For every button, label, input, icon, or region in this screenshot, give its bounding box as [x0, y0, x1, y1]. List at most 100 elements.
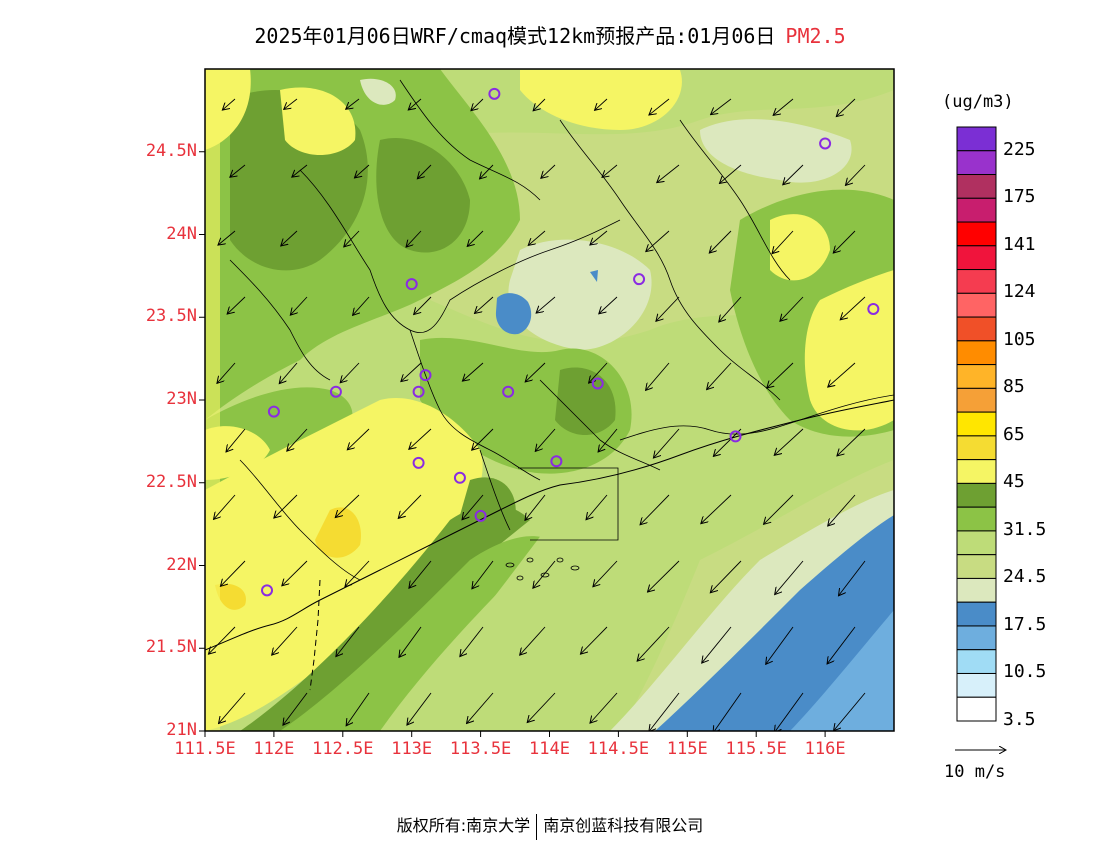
- wind-arrow: [783, 164, 804, 185]
- colorbar-segment: [956, 269, 997, 294]
- wind-arrow: [281, 230, 298, 246]
- wind-arrow: [773, 98, 794, 115]
- wind-arrow: [467, 230, 484, 246]
- wind-arrow: [586, 494, 608, 520]
- colorbar-segment: [956, 387, 997, 413]
- wind-arrow: [399, 626, 422, 657]
- colorbar-segment: [956, 245, 997, 271]
- colorbar-label: 85: [1003, 376, 1025, 398]
- wind-arrow: [467, 692, 494, 724]
- lon-label: 112.5E: [312, 739, 374, 759]
- wind-arrow: [528, 230, 546, 245]
- wind-arrow: [827, 626, 856, 664]
- wind-arrow: [208, 626, 236, 654]
- wind-arrow: [292, 164, 308, 177]
- colorbar-segment: [956, 672, 997, 698]
- station-marker: [550, 455, 563, 468]
- wind-arrow: [535, 428, 556, 451]
- wind-arrow: [417, 164, 432, 179]
- wind-arrow: [657, 164, 680, 183]
- wind-arrow: [589, 362, 608, 383]
- colorbar-segment: [956, 174, 997, 199]
- lat-label: 23.5N: [145, 306, 197, 327]
- axis-ticks: [199, 151, 826, 737]
- lat-label: 23N: [166, 389, 197, 409]
- station-marker: [412, 456, 425, 469]
- wind-arrow: [772, 230, 794, 254]
- colorbar-segment: [956, 221, 997, 247]
- station-marker: [267, 405, 280, 418]
- wind-arrow: [828, 494, 856, 526]
- colorbar-segment: [956, 530, 997, 556]
- wind-arrow: [525, 494, 546, 520]
- colorbar-segment: [956, 649, 997, 674]
- lon-label: 112E: [253, 739, 295, 759]
- copyright-footer: 版权所有:南京大学 南京创蓝科技有限公司: [0, 812, 1100, 840]
- wind-arrow: [347, 428, 370, 450]
- wind-arrow: [414, 296, 432, 315]
- footer-separator: [536, 813, 538, 840]
- colorbar-segment: [956, 601, 997, 627]
- station-marker: [261, 584, 274, 597]
- lon-label: 116E: [804, 739, 846, 759]
- wind-arrow: [409, 428, 432, 449]
- station-marker: [819, 137, 832, 150]
- pollutant-name: PM2.5: [785, 24, 846, 48]
- colorbar-segment: [956, 150, 997, 176]
- wind-arrow: [346, 98, 360, 109]
- wind-arrow: [226, 428, 246, 452]
- wind-arrow: [837, 428, 866, 456]
- wind-arrow: [222, 98, 236, 110]
- station-marker: [591, 377, 604, 390]
- colorbar-label: 124: [1003, 281, 1036, 303]
- wind-arrow: [462, 494, 484, 520]
- wind-arrow: [536, 296, 556, 313]
- wind-arrow: [533, 560, 556, 588]
- wind-arrow: [219, 692, 246, 724]
- colorbar-segment: [956, 554, 997, 579]
- wind-reference-label: 10 m/s: [944, 762, 1006, 782]
- colorbar-segment: [956, 197, 997, 223]
- concentration-field: [205, 69, 894, 731]
- wind-arrow: [595, 98, 608, 110]
- wind-arrow: [834, 692, 866, 731]
- colorbar-label: 24.5: [1003, 566, 1047, 588]
- colorbar-segment: [956, 411, 997, 437]
- wind-arrow: [398, 494, 422, 518]
- colorbar-label: 45: [1003, 471, 1025, 493]
- wind-arrow: [648, 560, 680, 592]
- wind-arrow: [335, 494, 360, 518]
- lon-label: 114E: [529, 739, 570, 759]
- wind-arrow: [838, 560, 866, 596]
- colorbar-segment: [956, 340, 997, 366]
- wind-arrow: [214, 494, 236, 519]
- wind-arrow: [472, 428, 494, 450]
- wind-arrow: [217, 362, 236, 383]
- wind-arrow: [287, 428, 308, 451]
- wind-arrow: [649, 98, 670, 115]
- wind-arrow: [702, 626, 732, 663]
- wind-arrow: [701, 494, 732, 524]
- colorbar: [956, 126, 997, 722]
- wind-arrow: [525, 362, 546, 382]
- station-marker: [488, 87, 501, 100]
- station-markers: [261, 87, 880, 597]
- lon-label: 115E: [666, 739, 708, 759]
- wind-arrow: [836, 98, 856, 117]
- station-marker: [633, 273, 646, 286]
- lat-label: 22.5N: [145, 471, 197, 492]
- wind-arrow: [602, 164, 618, 177]
- map-title: 2025年01月06日WRF/cmaq模式12km预报产品:01月06日 PM2.…: [0, 20, 1100, 49]
- lat-label: 21N: [166, 720, 197, 740]
- lon-label: 111.5E: [174, 739, 236, 759]
- lat-label: 24.5N: [145, 140, 197, 161]
- wind-arrow: [401, 362, 422, 382]
- wind-arrow: [833, 230, 856, 253]
- colorbar-label: 65: [1003, 423, 1025, 445]
- colorbar-label: 175: [1003, 186, 1036, 208]
- wind-arrow: [274, 494, 298, 518]
- wind-arrow: [775, 560, 804, 595]
- wind-arrow: [637, 626, 670, 661]
- station-marker: [453, 471, 466, 484]
